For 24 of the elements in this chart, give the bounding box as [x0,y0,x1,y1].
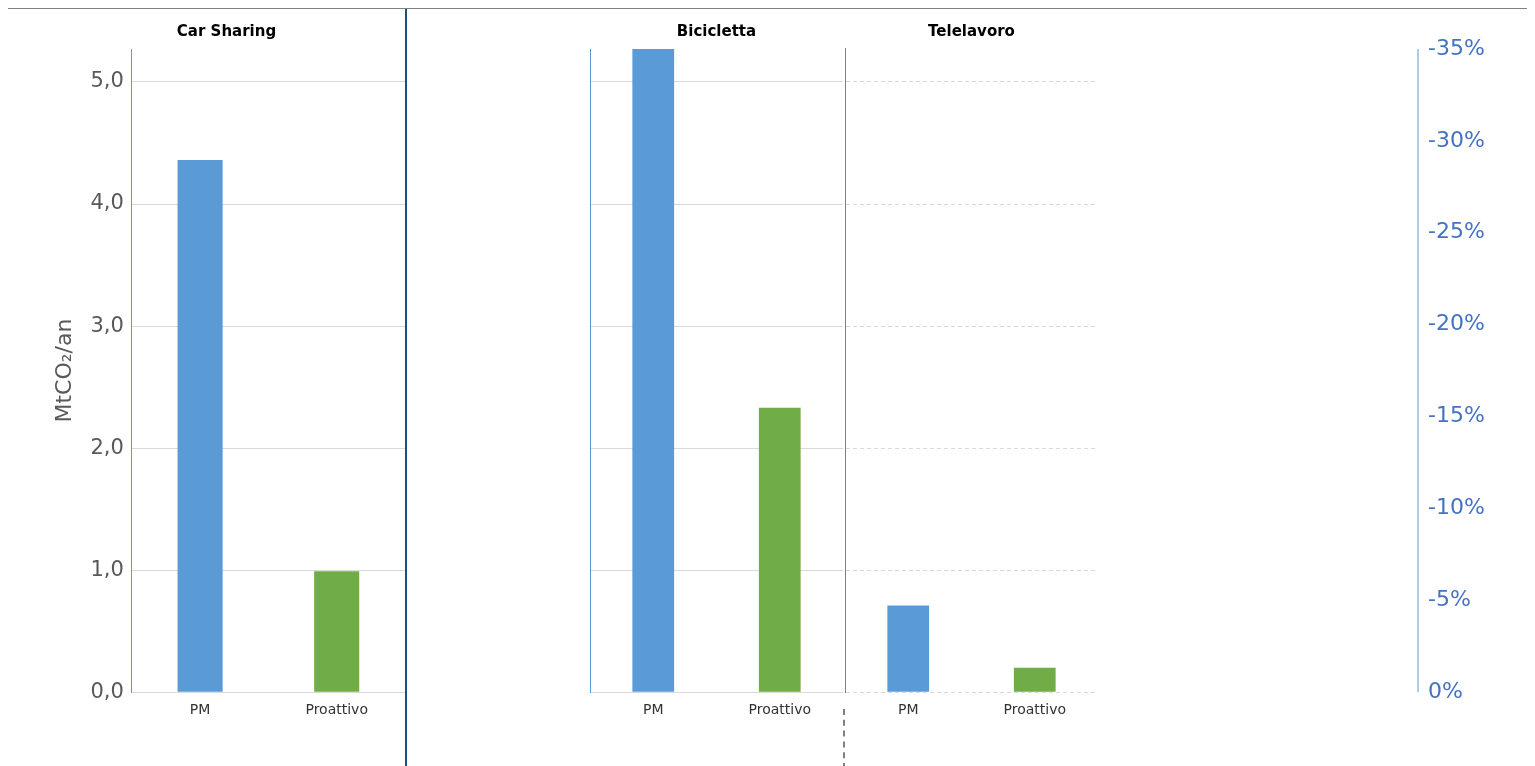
text: -25% [1428,218,1485,244]
text: -10% [1428,494,1485,520]
text: 0% [1428,677,1463,703]
x-tick-label: PM [897,701,919,718]
y-axis-title: MtCO₂/an [50,318,76,423]
x-tick-label: Proattivo [748,701,812,718]
y-tick-label: 0,0 [90,678,124,703]
text: -30% [1428,126,1485,152]
y-tick-label: 5,0 [90,68,124,93]
x-tick-label: PM [189,701,211,718]
chart-title: Bicicletta [676,21,757,40]
x-tick-label: PM [642,701,664,718]
text: -20% [1428,310,1485,336]
text: -15% [1428,402,1485,428]
text: -5% [1428,586,1471,612]
text: -35% [1428,34,1485,60]
chart-title: Telelavoro [928,21,1015,40]
chart-title: Car Sharing [176,21,277,40]
y-tick-label: 4,0 [90,190,124,215]
x-tick-label: Proattivo [1003,701,1067,718]
y-tick-label: 1,0 [90,556,124,581]
y-tick-label: 3,0 [90,312,124,337]
x-tick-label: Proattivo [305,701,368,718]
y-tick-label: 2,0 [90,434,124,459]
